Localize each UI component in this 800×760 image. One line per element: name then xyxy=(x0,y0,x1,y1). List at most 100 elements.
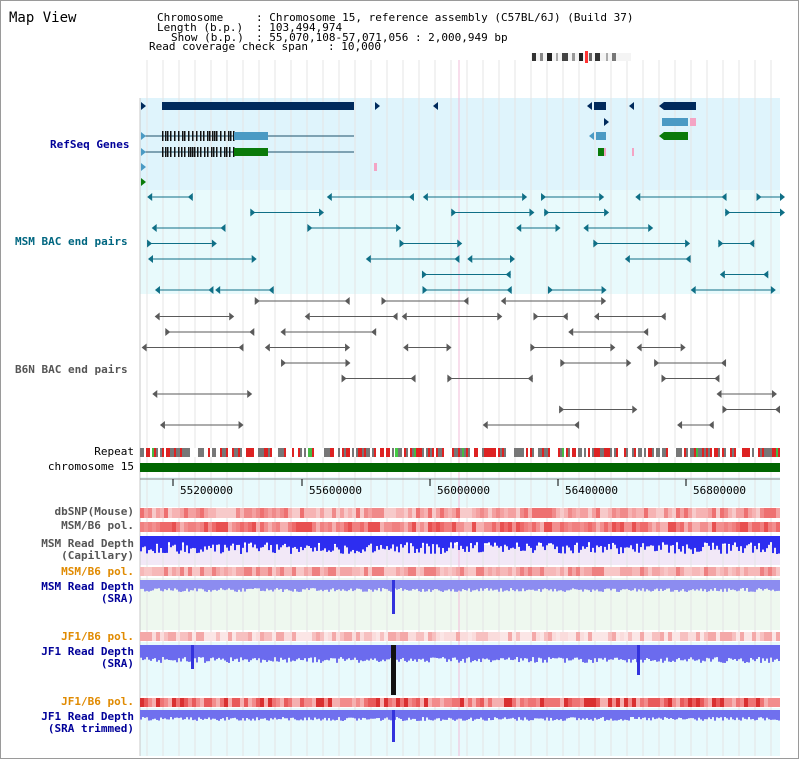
read-depth-bar xyxy=(656,710,658,719)
read-depth-bar xyxy=(566,536,568,546)
polymorphism-segment xyxy=(376,508,380,518)
read-depth-bar xyxy=(184,580,186,591)
read-depth-bar xyxy=(278,710,280,719)
read-depth-bar xyxy=(744,710,746,719)
repeat-segment xyxy=(146,448,148,457)
polymorphism-segment xyxy=(432,698,436,707)
repeat-segment xyxy=(658,448,660,457)
polymorphism-segment xyxy=(732,508,736,518)
polymorphism-segment xyxy=(352,522,356,532)
repeat-segment xyxy=(260,448,262,457)
polymorphism-segment xyxy=(712,567,716,576)
read-depth-bar xyxy=(454,536,456,543)
read-depth-bar xyxy=(202,710,204,720)
bac-end-marker xyxy=(463,297,469,305)
read-depth-bar xyxy=(350,710,352,718)
track-label-refseq-genes[interactable]: RefSeq Genes xyxy=(50,138,130,151)
track-label-jf1-b6-pol-2[interactable]: JF1/B6 pol. xyxy=(61,695,134,708)
read-depth-bar xyxy=(296,536,298,549)
read-depth-bar xyxy=(602,710,604,718)
polymorphism-segment xyxy=(408,567,412,576)
read-depth-bar xyxy=(166,536,168,553)
bac-end-marker xyxy=(250,208,256,217)
read-depth-bar xyxy=(310,710,312,720)
track-label-jf1-b6-pol[interactable]: JF1/B6 pol. xyxy=(61,630,134,643)
bac-end-marker xyxy=(247,390,253,398)
polymorphism-segment xyxy=(616,508,620,518)
polymorphism-segment xyxy=(428,567,432,576)
read-depth-bar xyxy=(314,645,316,658)
polymorphism-segment xyxy=(216,522,220,532)
track-label-jf1-depth-sra[interactable]: JF1 Read Depth xyxy=(41,645,134,658)
track-label-msm-b6-pol-2[interactable]: MSM/B6 pol. xyxy=(61,565,134,578)
read-depth-spike xyxy=(637,645,640,675)
read-depth-bar xyxy=(698,710,700,718)
read-depth-bar xyxy=(320,645,322,663)
read-depth-spike xyxy=(391,645,396,695)
bac-end-marker xyxy=(159,421,165,429)
track-label-msm-depth-sra[interactable]: MSM Read Depth xyxy=(41,580,134,593)
repeat-segment xyxy=(486,448,488,457)
polymorphism-segment xyxy=(304,698,308,707)
polymorphism-segment xyxy=(364,632,368,641)
read-depth-bar xyxy=(634,580,636,589)
polymorphism-segment xyxy=(232,522,236,532)
track-label-msm-bac[interactable]: MSM BAC end pairs xyxy=(15,235,128,248)
repeat-segment xyxy=(650,448,652,457)
read-depth-bar xyxy=(528,536,530,547)
read-depth-bar xyxy=(230,710,232,719)
repeat-segment xyxy=(544,448,546,457)
bac-end-marker xyxy=(147,239,153,248)
read-depth-bar xyxy=(744,536,746,549)
track-label-msm-depth-capillary[interactable]: MSM Read Depth xyxy=(41,537,134,550)
polymorphism-segment xyxy=(740,698,744,707)
track-label-b6n-bac[interactable]: B6N BAC end pairs xyxy=(15,363,128,376)
track-label-dbsnp[interactable]: dbSNP(Mouse) xyxy=(54,505,134,518)
refseq-exon xyxy=(224,147,226,157)
read-depth-bar xyxy=(484,645,486,660)
repeat-segment xyxy=(560,448,562,457)
refseq-gene-arrow xyxy=(589,132,594,140)
read-depth-bar xyxy=(376,580,378,591)
refseq-gene xyxy=(598,148,604,156)
read-depth-bar xyxy=(268,645,270,661)
read-depth-bar xyxy=(634,536,636,552)
repeat-segment xyxy=(480,448,482,457)
bac-end-marker xyxy=(238,343,244,352)
polymorphism-segment xyxy=(508,522,512,532)
polymorphism-segment xyxy=(604,567,608,576)
read-depth-bar xyxy=(678,580,680,592)
polymorphism-segment xyxy=(720,522,724,532)
repeat-segment xyxy=(160,448,162,457)
read-depth-bar xyxy=(172,710,174,720)
polymorphism-segment xyxy=(188,508,192,518)
polymorphism-segment xyxy=(436,632,440,641)
read-depth-bar xyxy=(158,536,160,553)
polymorphism-segment xyxy=(540,698,544,707)
polymorphism-segment xyxy=(516,508,520,518)
repeat-segment xyxy=(730,448,732,457)
read-depth-bar xyxy=(342,580,344,590)
read-depth-bar xyxy=(210,536,212,549)
read-depth-bar xyxy=(646,645,648,659)
read-depth-bar xyxy=(192,710,194,721)
axis-tick-label: 55200000 xyxy=(180,484,233,497)
repeat-segment xyxy=(606,448,608,457)
read-depth-bar xyxy=(682,710,684,720)
track-label-msm-b6-pol[interactable]: MSM/B6 pol. xyxy=(61,519,134,532)
repeat-segment xyxy=(294,448,296,457)
polymorphism-segment xyxy=(640,567,644,576)
read-depth-bar xyxy=(698,580,700,591)
read-depth-bar xyxy=(718,710,720,719)
read-depth-bar xyxy=(708,580,710,592)
track-label-jf1-depth-trimmed[interactable]: JF1 Read Depth xyxy=(41,710,134,723)
read-depth-bar xyxy=(414,536,416,553)
read-depth-bar xyxy=(682,645,684,661)
read-depth-bar xyxy=(224,710,226,721)
polymorphism-segment xyxy=(532,567,536,576)
polymorphism-segment xyxy=(488,698,492,707)
bac-end-marker xyxy=(660,312,666,321)
read-depth-bar xyxy=(582,580,584,592)
read-depth-bar xyxy=(290,536,292,554)
